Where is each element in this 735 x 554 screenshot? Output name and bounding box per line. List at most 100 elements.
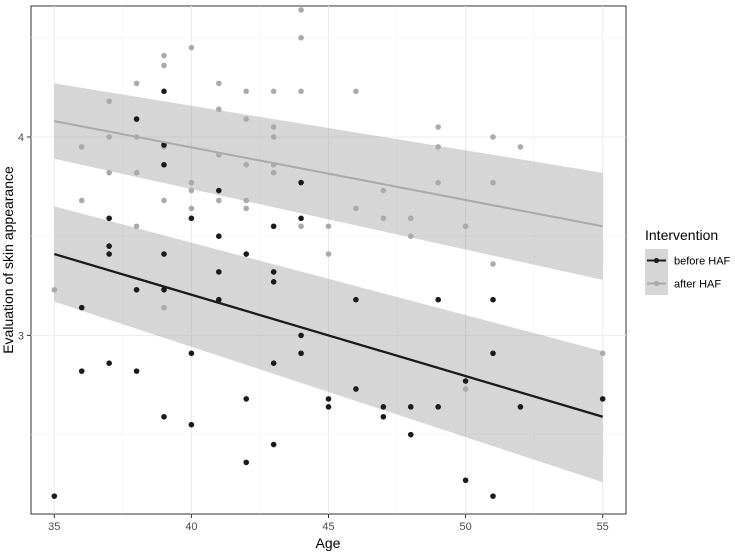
data-point [270, 269, 277, 275]
data-point [161, 62, 167, 69]
legend: Intervention before HAF after HAF [645, 227, 731, 295]
x-axis-title: Age [316, 535, 341, 551]
legend-key-point-before [653, 257, 660, 264]
data-point [106, 98, 112, 105]
data-point [188, 205, 195, 212]
data-point [78, 197, 85, 204]
data-point [462, 477, 469, 484]
legend-label-after: after HAF [674, 279, 721, 291]
data-point [462, 386, 469, 392]
data-point [243, 459, 250, 466]
data-point [51, 286, 58, 293]
data-point [133, 116, 140, 122]
data-point [490, 134, 496, 140]
data-point [435, 124, 441, 130]
data-point [133, 80, 140, 87]
data-point [133, 368, 140, 374]
data-point [106, 169, 112, 176]
data-point [161, 413, 167, 420]
data-point [298, 350, 304, 357]
data-point [161, 251, 167, 257]
data-point [435, 144, 441, 150]
data-point [298, 34, 304, 41]
data-point [325, 396, 332, 402]
data-point [161, 286, 167, 293]
x-tick-label: 50 [459, 521, 471, 533]
data-point [462, 378, 469, 384]
data-point [161, 52, 167, 59]
data-point [161, 304, 167, 311]
x-axis-ticks: 35 40 45 50 55 [48, 514, 609, 533]
data-point [407, 233, 414, 239]
data-point [188, 187, 195, 194]
data-point [161, 88, 167, 95]
y-axis-title: Evaluation of skin appearance [0, 166, 16, 354]
data-point [216, 106, 222, 112]
data-point [188, 350, 195, 357]
data-point [599, 396, 606, 402]
data-point [298, 223, 304, 230]
data-point [407, 215, 414, 222]
data-point [353, 88, 359, 95]
data-point [270, 134, 277, 140]
x-tick-label: 55 [597, 521, 609, 533]
data-point [490, 350, 496, 357]
data-point [188, 421, 195, 428]
data-point [599, 350, 606, 357]
data-point [325, 404, 332, 410]
data-point [270, 279, 277, 285]
data-point [407, 404, 414, 410]
data-point [517, 404, 524, 410]
legend-title: Intervention [645, 227, 718, 243]
data-point [78, 304, 85, 311]
data-point [407, 431, 414, 438]
data-point [270, 88, 277, 95]
data-point [133, 286, 140, 293]
data-point [490, 493, 496, 499]
data-point [216, 80, 222, 87]
y-axis-ticks: 34 [18, 132, 31, 342]
data-point [106, 215, 112, 222]
data-point [298, 179, 304, 186]
data-point [462, 223, 469, 230]
data-point [216, 233, 222, 239]
data-point [243, 116, 250, 122]
data-point [435, 404, 441, 410]
y-tick-label: 3 [18, 330, 24, 342]
grid-major [31, 6, 626, 514]
ci-ribbon-before [54, 206, 603, 483]
data-point [243, 396, 250, 402]
data-point [435, 296, 441, 303]
data-point [243, 251, 250, 257]
data-point [298, 88, 304, 95]
data-point [51, 493, 58, 499]
data-point [490, 296, 496, 303]
legend-key-point-after [653, 280, 660, 287]
data-point [353, 205, 359, 212]
data-point [490, 179, 496, 186]
data-point [78, 144, 85, 150]
data-point [243, 197, 250, 204]
data-points [51, 7, 606, 499]
data-point [270, 441, 277, 448]
data-point [216, 197, 222, 204]
data-point [380, 215, 387, 222]
data-point [106, 134, 112, 140]
trend-lines [53, 120, 604, 418]
data-point [380, 404, 387, 410]
data-point [270, 360, 277, 366]
data-point [161, 161, 167, 168]
data-point [353, 386, 359, 392]
trend-line-after [54, 120, 603, 228]
data-point [298, 332, 304, 339]
data-point [490, 261, 496, 267]
data-point [106, 243, 112, 249]
data-point [133, 169, 140, 176]
y-tick-label: 4 [18, 132, 24, 144]
data-point [325, 251, 332, 257]
data-point [243, 161, 250, 168]
data-point [188, 44, 195, 51]
data-point [380, 187, 387, 194]
data-point [161, 197, 167, 204]
